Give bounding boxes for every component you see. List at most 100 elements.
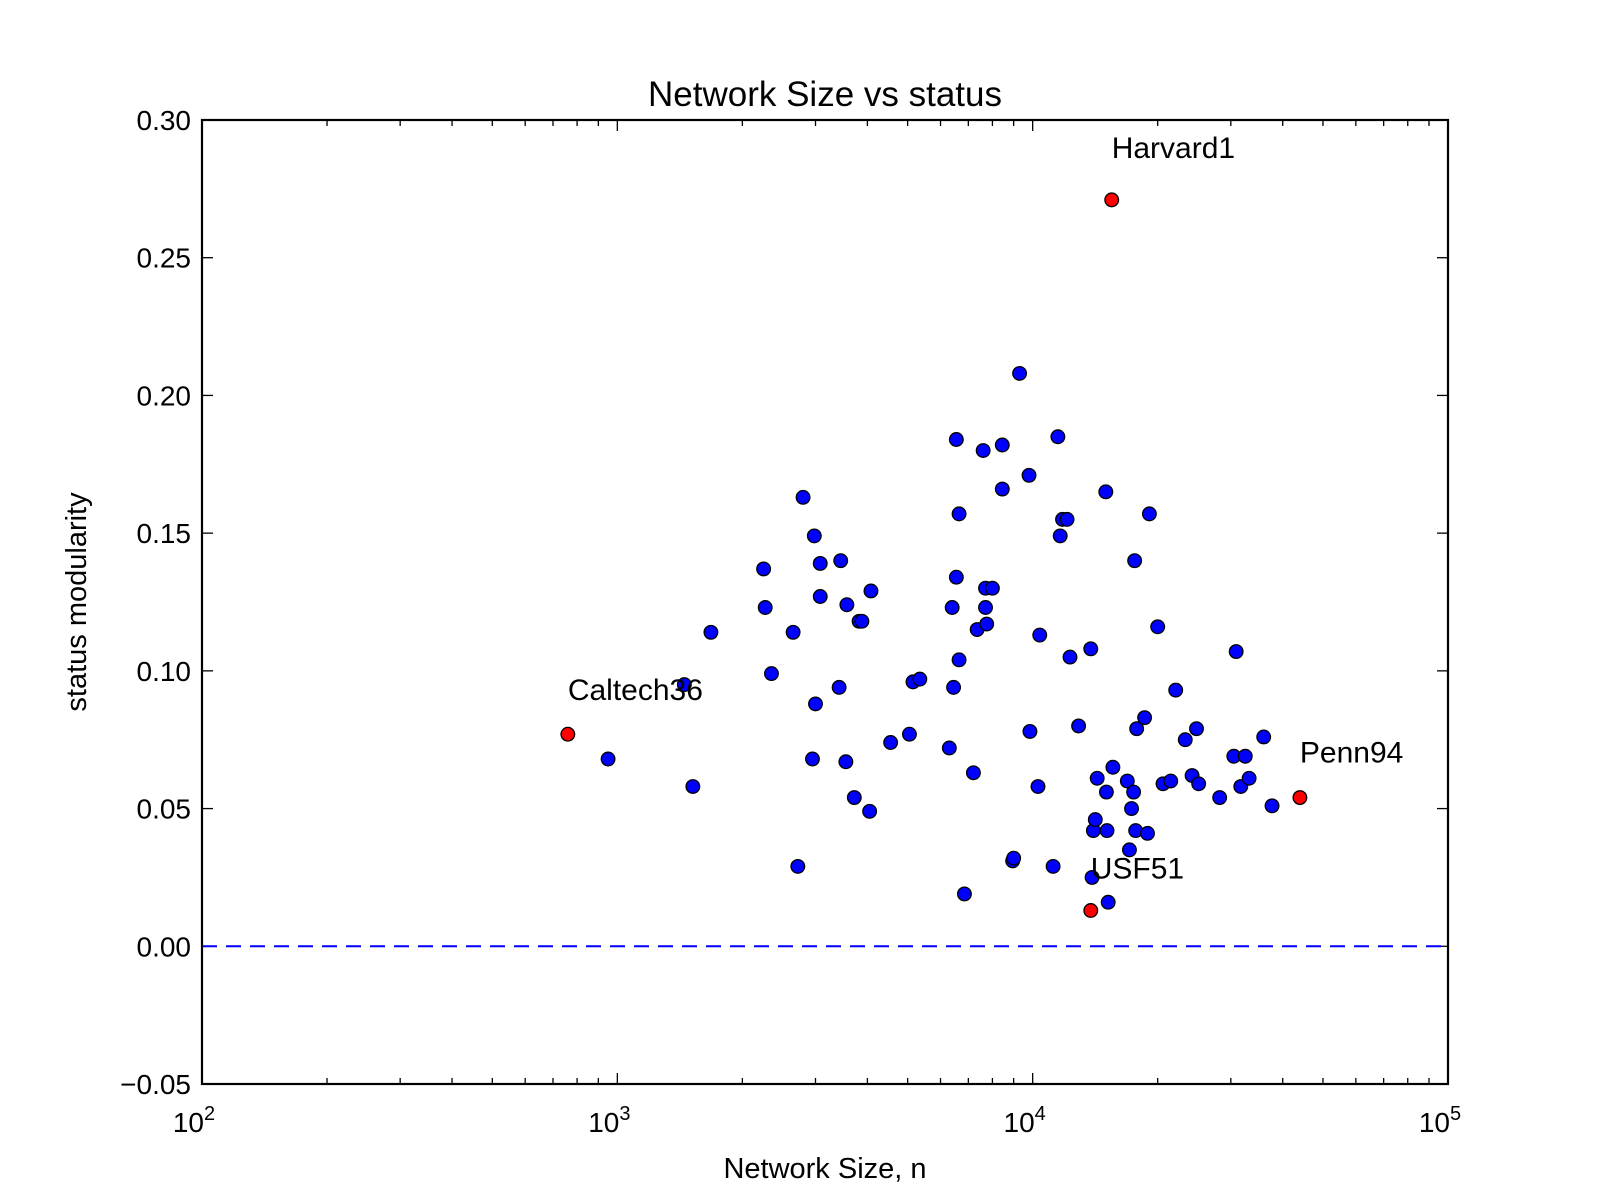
data-point xyxy=(1006,850,1022,866)
data-point xyxy=(1062,649,1078,665)
data-point xyxy=(808,696,823,712)
data-point xyxy=(1163,773,1179,789)
y-tick-label: 0.00 xyxy=(137,931,192,962)
data-point xyxy=(948,569,964,585)
data-point xyxy=(1189,721,1204,737)
data-point xyxy=(790,858,806,874)
data-point xyxy=(1052,528,1068,544)
data-point xyxy=(805,751,820,767)
data-point xyxy=(846,790,862,806)
data-point xyxy=(978,600,993,615)
data-point xyxy=(785,624,801,640)
data-point xyxy=(600,751,616,767)
data-point xyxy=(901,726,917,742)
data-point xyxy=(839,597,855,613)
data-point xyxy=(984,580,1000,596)
data-point xyxy=(1100,894,1116,910)
data-point xyxy=(863,583,879,599)
data-point xyxy=(912,671,928,687)
data-point xyxy=(1126,784,1142,800)
x-tick-label: 103 xyxy=(588,1103,630,1138)
data-point xyxy=(756,561,772,577)
y-tick-labels: −0.05 0.00 0.05 0.10 0.15 0.20 0.25 0.30 xyxy=(120,105,191,1100)
annotation-label: Penn94 xyxy=(1300,737,1403,770)
highlighted-point xyxy=(1104,192,1120,208)
data-point xyxy=(862,803,878,819)
data-point xyxy=(975,443,991,458)
highlighted-point xyxy=(1292,790,1308,806)
data-point xyxy=(676,677,692,693)
annotation-label: Harvard1 xyxy=(1112,132,1235,165)
data-point xyxy=(1083,641,1099,657)
highlighted-point xyxy=(1083,903,1099,918)
annotations: Harvard1 Caltech36 Penn94 USF51 xyxy=(568,132,1404,886)
data-point xyxy=(812,555,828,571)
data-point xyxy=(1119,773,1135,789)
data-point xyxy=(1150,619,1166,635)
y-tick-label: 0.20 xyxy=(137,380,192,411)
data-point xyxy=(1127,553,1143,569)
data-point xyxy=(1084,869,1100,885)
x-tick-label: 105 xyxy=(1419,1103,1461,1138)
data-point xyxy=(1021,467,1037,483)
data-point xyxy=(1045,858,1061,874)
data-point xyxy=(812,589,828,604)
y-tick-label: 0.30 xyxy=(137,105,192,136)
data-point xyxy=(806,528,822,544)
data-point xyxy=(1059,511,1075,527)
data-point xyxy=(994,481,1010,497)
x-tick-labels: 102 103 104 105 xyxy=(173,1103,1461,1138)
data-point xyxy=(1124,801,1139,817)
data-point xyxy=(1241,770,1257,786)
data-point xyxy=(994,437,1010,453)
data-point xyxy=(831,679,847,695)
annotation-label: USF51 xyxy=(1091,852,1184,885)
data-point xyxy=(1129,721,1145,737)
data-point xyxy=(1137,710,1153,726)
data-point xyxy=(1087,812,1103,828)
data-point xyxy=(1032,627,1048,643)
data-point xyxy=(757,600,773,615)
annotation-label: Caltech36 xyxy=(568,674,703,707)
data-point xyxy=(833,553,849,569)
y-tick-label: −0.05 xyxy=(120,1069,191,1100)
y-tick-label: 0.10 xyxy=(137,656,192,687)
data-point xyxy=(1168,682,1184,698)
data-point xyxy=(941,740,957,756)
data-point xyxy=(1140,825,1155,841)
data-point xyxy=(685,779,701,794)
data-point xyxy=(838,754,854,770)
data-point xyxy=(883,735,899,750)
data-point xyxy=(1022,724,1038,739)
data-point xyxy=(1050,429,1066,445)
y-tick-label: 0.25 xyxy=(137,243,192,274)
x-tick-label: 104 xyxy=(1004,1103,1046,1138)
data-point xyxy=(1141,506,1157,522)
data-point xyxy=(795,489,811,505)
x-tick-label: 102 xyxy=(173,1103,215,1138)
data-point xyxy=(965,765,981,781)
data-point xyxy=(854,613,870,629)
plot-frame xyxy=(200,118,1450,1086)
highlighted-point xyxy=(560,726,576,742)
data-point xyxy=(956,886,972,902)
data-point xyxy=(979,616,995,632)
y-axis-label: status modularity xyxy=(61,492,93,712)
y-tick-label: 0.05 xyxy=(137,794,192,825)
data-point xyxy=(703,624,719,640)
data-point xyxy=(1030,779,1046,794)
data-point xyxy=(1071,718,1087,734)
data-point xyxy=(1237,748,1253,764)
data-point xyxy=(944,600,960,615)
x-axis-label: Network Size, n xyxy=(723,1153,926,1185)
data-point xyxy=(1099,823,1115,839)
data-point xyxy=(1098,484,1114,500)
data-point xyxy=(951,506,967,522)
data-point xyxy=(1264,798,1280,814)
data-point xyxy=(1121,842,1137,858)
y-tick-label: 0.15 xyxy=(137,518,192,549)
data-point xyxy=(948,432,964,447)
data-point xyxy=(1105,759,1121,775)
data-point xyxy=(1177,732,1193,748)
